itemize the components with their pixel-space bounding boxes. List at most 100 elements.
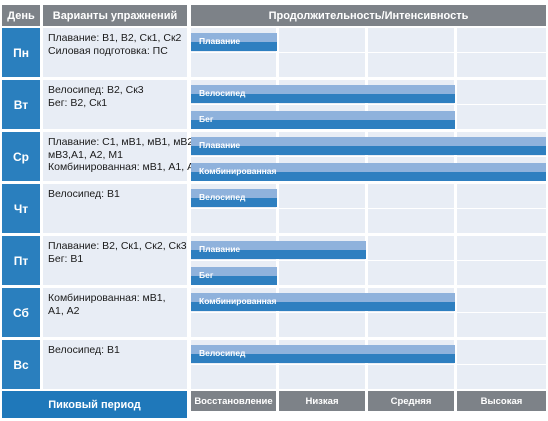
bar-label: Велосипед [199,348,246,358]
grid-cell [279,209,365,233]
exercise-line: Плавание: С1, мВ1, мВ1, мВ2, [48,136,197,148]
bar-top-band [191,345,455,354]
bar-bottom-band [191,120,455,129]
grid-cell [457,105,546,129]
intensity-level-label: Высокая [457,391,546,411]
grid-cell [457,209,546,233]
intensity-level-label: Средняя [368,391,454,411]
bar-bottom-band [191,94,455,103]
bar-bottom-band [191,354,455,363]
exercise-line: Велосипед: В2, Ск3 [48,84,144,96]
grid-cell [279,184,365,208]
bar-bottom-band [191,302,455,311]
exercise-line: А1, А2 [48,304,80,317]
intensity-bar: Велосипед [191,345,455,363]
intensity-bar: Велосипед [191,189,277,207]
bar-top-band [191,189,277,198]
grid-cell [457,236,546,260]
bar-top-band [191,163,546,172]
exercise-line: Комбинированная: мВ1, [48,292,166,304]
bar-bottom-band [191,198,277,207]
header-day: День [2,5,40,26]
exercise-line: Бег: В2, Ск1 [48,96,108,109]
exercise-line: мВ3,А1, А2, М1 [48,148,123,161]
grid-cell [279,365,365,389]
day-cell: Вс [2,340,40,389]
bar-label: Плавание [199,140,241,150]
grid-cell [457,28,546,52]
day-cell: Ср [2,132,40,181]
exercise-cell: Плавание: В2, Ск1, Ск2, Ск3 Бег: В1 [43,236,187,285]
bar-top-band [191,241,366,250]
day-cell: Пт [2,236,40,285]
grid-cell [191,313,276,337]
bar-bottom-band [191,146,546,155]
bar-bottom-band [191,276,277,285]
bar-bottom-band [191,250,366,259]
bar-bottom-band [191,172,546,181]
day-cell: Сб [2,288,40,337]
exercise-line: Велосипед: В1 [48,344,120,356]
bar-label: Бег [199,270,214,280]
grid-cell [457,53,546,77]
bar-label: Плавание [199,244,241,254]
exercise-cell: Велосипед: В1 [43,184,187,233]
grid-cell [279,53,365,77]
exercise-cell: Велосипед: В1 [43,340,187,389]
exercise-line: Силовая подготовка: ПС [48,44,168,57]
exercise-cell: Плавание: В1, В2, Ск1, Ск2 Силовая подгот… [43,28,187,77]
intensity-level-label: Восстановление [191,391,276,411]
grid-cell [368,313,454,337]
grid-cell [457,340,546,364]
day-cell: Чт [2,184,40,233]
grid-cell [191,53,276,77]
bar-label: Плавание [199,36,241,46]
grid-cell [279,28,365,52]
grid-cell [368,365,454,389]
exercise-line: Комбинированная: мВ1, А1, А2 [48,161,200,173]
intensity-bar: Бег [191,111,455,129]
intensity-bar: Плавание [191,137,546,155]
exercise-cell: Велосипед: В2, Ск3 Бег: В2, Ск1 [43,80,187,129]
exercise-line: Плавание: В2, Ск1, Ск2, Ск3 [48,240,187,252]
grid-cell [368,184,454,208]
intensity-bar: Комбинированная [191,163,546,181]
bar-top-band [191,137,546,146]
intensity-level-label: Низкая [279,391,365,411]
grid-cell [457,313,546,337]
bar-label: Велосипед [199,192,246,202]
intensity-bar: Плавание [191,241,366,259]
exercise-line: Велосипед: В1 [48,188,120,200]
grid-cell [279,313,365,337]
bar-bottom-band [191,42,277,51]
bar-top-band [191,33,277,42]
day-cell: Вт [2,80,40,129]
peak-period-label: Пиковый период [2,391,187,418]
exercise-cell: Комбинированная: мВ1, А1, А2 [43,288,187,337]
bar-top-band [191,111,455,120]
grid-cell [457,365,546,389]
header-exercises: Варианты упражнений [43,5,187,26]
grid-cell [368,53,454,77]
bar-label: Комбинированная [199,166,277,176]
intensity-bar: Велосипед [191,85,455,103]
grid-cell [457,184,546,208]
bar-label: Комбинированная [199,296,277,306]
grid-cell [368,209,454,233]
grid-cell [191,365,276,389]
intensity-bar: Плавание [191,33,277,51]
exercise-line: Плавание: В1, В2, Ск1, Ск2 [48,32,182,44]
grid-cell [457,80,546,104]
grid-cell [191,209,276,233]
bar-top-band [191,267,277,276]
grid-cell [457,288,546,312]
header-duration: Продолжительность/Интенсивность [191,5,546,26]
grid-cell [368,28,454,52]
grid-cell [279,261,365,285]
grid-cell [457,261,546,285]
bar-top-band [191,293,455,302]
exercise-line: Бег: В1 [48,252,84,265]
day-cell: Пн [2,28,40,77]
grid-cell [368,236,454,260]
